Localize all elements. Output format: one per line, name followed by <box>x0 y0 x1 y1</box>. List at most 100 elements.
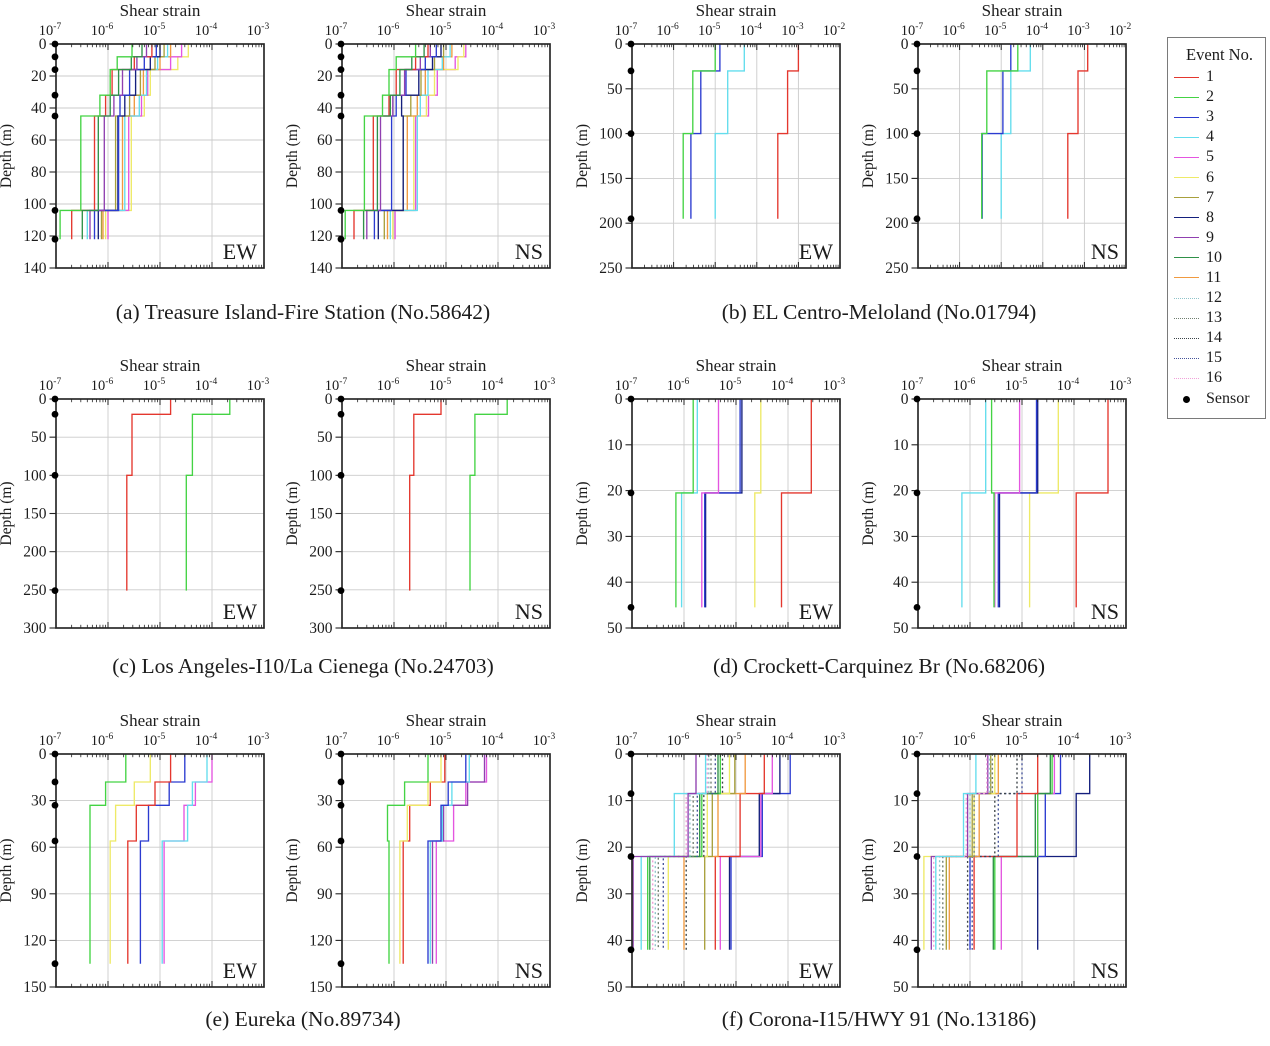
svg-text:120: 120 <box>309 932 333 949</box>
svg-text:0: 0 <box>615 36 623 53</box>
svg-text:50: 50 <box>317 429 333 446</box>
svg-text:10-6: 10-6 <box>656 22 679 39</box>
legend-item-label: 10 <box>1206 248 1222 266</box>
svg-text:50: 50 <box>607 620 623 637</box>
subplot-b-ns: 10-7 10-6 10-5 10-4 10-3 10-2050100150200250S… <box>860 1 1131 277</box>
legend-line-swatch <box>1174 297 1199 299</box>
svg-text:0: 0 <box>325 746 333 763</box>
sensor-dot <box>337 395 345 403</box>
svg-text:100: 100 <box>885 126 909 143</box>
svg-text:20: 20 <box>317 68 333 85</box>
svg-text:10-5: 10-5 <box>143 732 166 749</box>
svg-text:80: 80 <box>317 164 333 181</box>
subplot-a-ns: 10-7 10-6 10-5 10-4 10-3020406080100120140Sh… <box>284 1 555 277</box>
profile-event-2 <box>185 399 231 591</box>
legend-item-label: 13 <box>1206 309 1222 327</box>
svg-text:Depth (m): Depth (m) <box>574 481 591 545</box>
profile-event-2 <box>59 44 133 240</box>
svg-text:0: 0 <box>901 746 909 763</box>
profile-event-6 <box>109 754 151 964</box>
svg-text:10-6: 10-6 <box>377 22 400 39</box>
legend-line-swatch <box>1174 357 1199 359</box>
legend-line-swatch <box>1174 116 1199 118</box>
svg-text:10-3: 10-3 <box>781 22 804 39</box>
legend-item-label: 12 <box>1206 289 1222 307</box>
sensor-dot <box>51 750 59 758</box>
caption-e: (e) Eureka (No.89734) <box>205 1007 401 1031</box>
svg-text:10: 10 <box>893 793 909 810</box>
svg-text:50: 50 <box>893 620 909 637</box>
svg-text:10-3: 10-3 <box>1109 732 1132 749</box>
svg-text:Shear strain: Shear strain <box>982 1 1063 20</box>
svg-text:150: 150 <box>23 979 47 996</box>
svg-text:10-5: 10-5 <box>984 22 1007 39</box>
sensor-dot <box>337 801 345 809</box>
legend: Event No. 1 2 3 4 5 6 7 8 9 10 11 12 13 14 15 16 Sensor <box>1167 37 1266 419</box>
profile-event-1 <box>127 754 172 964</box>
legend-item-label: 1 <box>1206 68 1214 86</box>
svg-text:0: 0 <box>901 36 909 53</box>
svg-text:Depth (m): Depth (m) <box>0 481 15 545</box>
sensor-dot <box>51 801 59 809</box>
sensor-dot <box>913 790 921 798</box>
legend-line-swatch <box>1174 197 1199 199</box>
legend-item-label: 11 <box>1206 268 1222 286</box>
legend-item-event-10: 10 <box>1174 248 1259 268</box>
sensor-dot <box>337 471 345 479</box>
svg-text:10: 10 <box>607 437 623 454</box>
svg-text:Depth (m): Depth (m) <box>0 124 15 188</box>
profile-event-4 <box>1000 44 1031 219</box>
profile-event-1 <box>1067 44 1089 219</box>
legend-item-event-8: 8 <box>1174 208 1259 228</box>
svg-text:40: 40 <box>607 574 623 591</box>
svg-text:Depth (m): Depth (m) <box>0 838 15 902</box>
subplot-c-ew: 10-7 10-6 10-5 10-4 10-3050100150200250300Sh… <box>0 356 269 637</box>
profile-event-9 <box>632 754 697 950</box>
profile-event-4 <box>714 44 745 219</box>
sensor-dot <box>627 67 635 75</box>
svg-text:10-5: 10-5 <box>143 377 166 394</box>
sensor-dot <box>51 587 59 594</box>
legend-line-swatch <box>1174 377 1199 379</box>
profile-event-8 <box>704 399 743 608</box>
profile-event-9 <box>431 754 486 964</box>
profile-event-13 <box>942 754 994 950</box>
svg-text:NS: NS <box>1091 958 1119 983</box>
svg-text:10-3: 10-3 <box>533 22 556 39</box>
sensor-dot <box>627 130 635 138</box>
sensor-dot <box>337 750 345 758</box>
svg-text:20: 20 <box>607 839 623 856</box>
svg-text:Shear strain: Shear strain <box>696 356 777 375</box>
svg-text:300: 300 <box>309 620 333 637</box>
sensor-dot <box>627 853 635 860</box>
legend-rows: 1 2 3 4 5 6 7 8 9 10 11 12 13 14 15 16 Sensor <box>1174 67 1259 409</box>
svg-text:80: 80 <box>31 164 47 181</box>
legend-item-label: 2 <box>1206 88 1214 106</box>
svg-text:150: 150 <box>309 506 333 523</box>
svg-text:10-4: 10-4 <box>1026 22 1049 39</box>
legend-line-swatch <box>1174 337 1199 339</box>
svg-text:EW: EW <box>799 239 833 264</box>
legend-item-event-3: 3 <box>1174 107 1259 127</box>
svg-text:120: 120 <box>23 932 47 949</box>
svg-text:Shear strain: Shear strain <box>696 711 777 730</box>
svg-text:10-6: 10-6 <box>942 22 965 39</box>
sensor-dot <box>913 67 921 75</box>
legend-item-label: 9 <box>1206 228 1214 246</box>
svg-text:10-5: 10-5 <box>429 732 452 749</box>
svg-text:Shear strain: Shear strain <box>120 711 201 730</box>
sensor-dot <box>51 53 59 61</box>
svg-text:30: 30 <box>893 528 909 545</box>
sensor-dot <box>627 790 635 798</box>
legend-item-sensor: Sensor <box>1174 389 1259 409</box>
profile-event-3 <box>690 44 721 219</box>
legend-item-label: 5 <box>1206 148 1214 166</box>
profile-event-1 <box>780 399 812 608</box>
sensor-dot <box>627 395 635 403</box>
sensor-dot <box>51 410 59 418</box>
profile-event-4 <box>961 399 987 608</box>
svg-text:50: 50 <box>607 81 623 98</box>
svg-text:10: 10 <box>607 793 623 810</box>
profile-event-2 <box>469 399 508 591</box>
svg-text:10-5: 10-5 <box>719 732 742 749</box>
